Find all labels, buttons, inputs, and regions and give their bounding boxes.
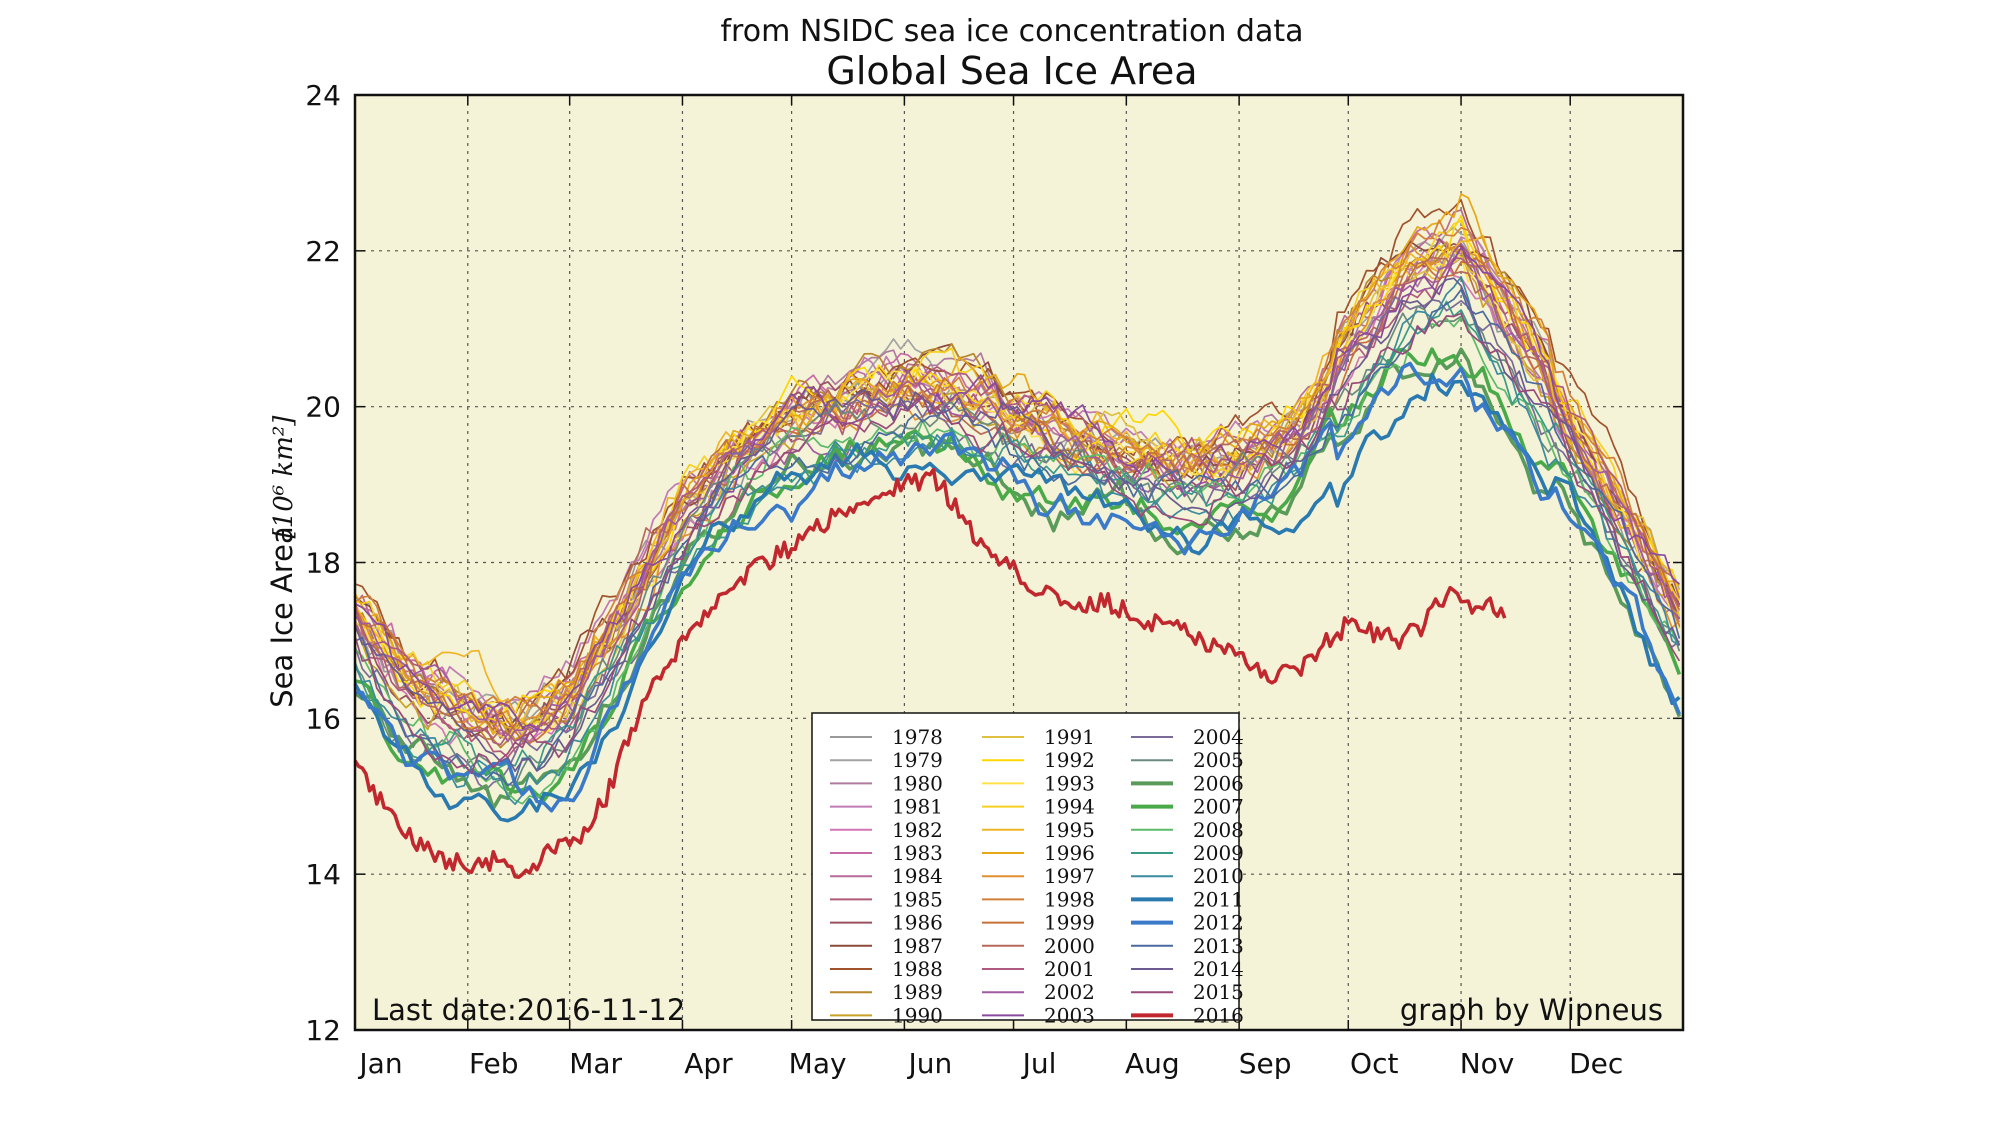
- x-tick-label: Jan: [357, 1047, 402, 1080]
- legend-box: [811, 712, 1240, 1021]
- legend-label: 1984: [892, 864, 943, 888]
- credit-annotation: graph by Wipneus: [1400, 993, 1663, 1027]
- x-tick-label: Oct: [1350, 1047, 1398, 1080]
- legend-label: 1995: [1044, 818, 1095, 842]
- legend-label: 2013: [1193, 934, 1244, 958]
- series-line-2015: [354, 312, 1681, 775]
- x-tick-label: Jul: [1021, 1047, 1057, 1080]
- series-line-1981: [354, 236, 1681, 718]
- y-axis-label: Sea Ice Area [10⁶ km²]: [265, 415, 299, 708]
- series-line-2000: [354, 256, 1681, 739]
- legend-label: 1994: [1044, 795, 1095, 819]
- legend-label: 1990: [892, 1003, 943, 1027]
- chart-subtitle: from NSIDC sea ice concentration data: [721, 14, 1304, 49]
- x-tick-label: Feb: [469, 1047, 519, 1080]
- series-line-2004: [354, 295, 1680, 791]
- series-line-2016: [353, 467, 1507, 879]
- series-line-2007: [354, 347, 1682, 802]
- legend-label: 2009: [1193, 841, 1244, 865]
- chart-title: Global Sea Ice Area: [826, 49, 1197, 93]
- y-axis-label-unit: [10⁶ km²]: [269, 415, 299, 539]
- legend-label: 2016: [1193, 1003, 1244, 1027]
- legend-label: 2011: [1193, 887, 1244, 911]
- legend-label: 1987: [892, 934, 943, 958]
- legend-label: 1992: [1044, 748, 1095, 772]
- series-line-2013: [354, 288, 1681, 787]
- y-tick-label: 16: [305, 702, 341, 735]
- series-line-2003: [354, 246, 1680, 732]
- y-axis-label-text: Sea Ice Area: [265, 526, 299, 708]
- y-tick-label: 24: [305, 79, 341, 112]
- x-tick-label: Jun: [907, 1047, 953, 1080]
- series-line-2011: [353, 372, 1681, 823]
- legend-label: 1985: [892, 887, 943, 911]
- legend-label: 2002: [1044, 980, 1095, 1004]
- x-tick-label: Aug: [1125, 1047, 1180, 1080]
- legend-label: 1982: [892, 818, 943, 842]
- series-line-2010: [354, 275, 1680, 806]
- series-line-2001: [354, 257, 1681, 746]
- legend-label: 2007: [1193, 795, 1244, 819]
- legend-label: 2004: [1193, 725, 1244, 749]
- legend-label: 2008: [1193, 818, 1244, 842]
- legend: 1978197919801981198219831984198519861987…: [811, 712, 1244, 1027]
- series-line-1998: [354, 219, 1681, 715]
- legend-label: 1981: [892, 795, 943, 819]
- series-line-2012: [354, 361, 1682, 813]
- series-line-2014: [354, 277, 1681, 773]
- legend-label: 1993: [1044, 771, 1095, 795]
- legend-label: 1980: [892, 771, 943, 795]
- series-line-1982: [354, 259, 1681, 746]
- last-date-annotation: Last date:2016-11-12: [372, 993, 685, 1027]
- x-tick-label: Mar: [569, 1047, 622, 1080]
- legend-label: 2012: [1193, 911, 1244, 935]
- x-tick-label: Sep: [1239, 1047, 1292, 1080]
- legend-label: 2003: [1044, 1003, 1095, 1027]
- x-tick-label: Apr: [684, 1047, 733, 1080]
- legend-label: 2005: [1193, 748, 1244, 772]
- series-line-2006: [353, 347, 1682, 811]
- legend-label: 1991: [1044, 725, 1095, 749]
- y-tick-label: 14: [305, 858, 341, 891]
- series-line-1999: [354, 257, 1681, 744]
- legend-label: 1979: [892, 748, 943, 772]
- legend-label: 1998: [1044, 887, 1095, 911]
- legend-label: 1989: [892, 980, 943, 1004]
- legend-label: 2015: [1193, 980, 1244, 1004]
- legend-label: 2014: [1193, 957, 1244, 981]
- legend-label: 1999: [1044, 911, 1095, 935]
- y-tick-label: 12: [305, 1014, 341, 1047]
- y-tick-label: 22: [305, 235, 341, 268]
- x-tick-label: Nov: [1460, 1047, 1515, 1080]
- legend-label: 1983: [892, 841, 943, 865]
- legend-label: 2001: [1044, 957, 1095, 981]
- legend-label: 1978: [892, 725, 943, 749]
- legend-label: 1988: [892, 957, 943, 981]
- legend-label: 1997: [1044, 864, 1095, 888]
- legend-label: 1986: [892, 911, 943, 935]
- y-tick-label: 18: [305, 547, 341, 580]
- legend-label: 2010: [1193, 864, 1244, 888]
- y-tick-label: 20: [305, 391, 341, 424]
- x-tick-label: May: [789, 1047, 847, 1080]
- legend-label: 2006: [1193, 771, 1244, 795]
- x-tick-label: Dec: [1569, 1047, 1623, 1080]
- legend-label: 2000: [1044, 934, 1095, 958]
- legend-label: 1996: [1044, 841, 1095, 865]
